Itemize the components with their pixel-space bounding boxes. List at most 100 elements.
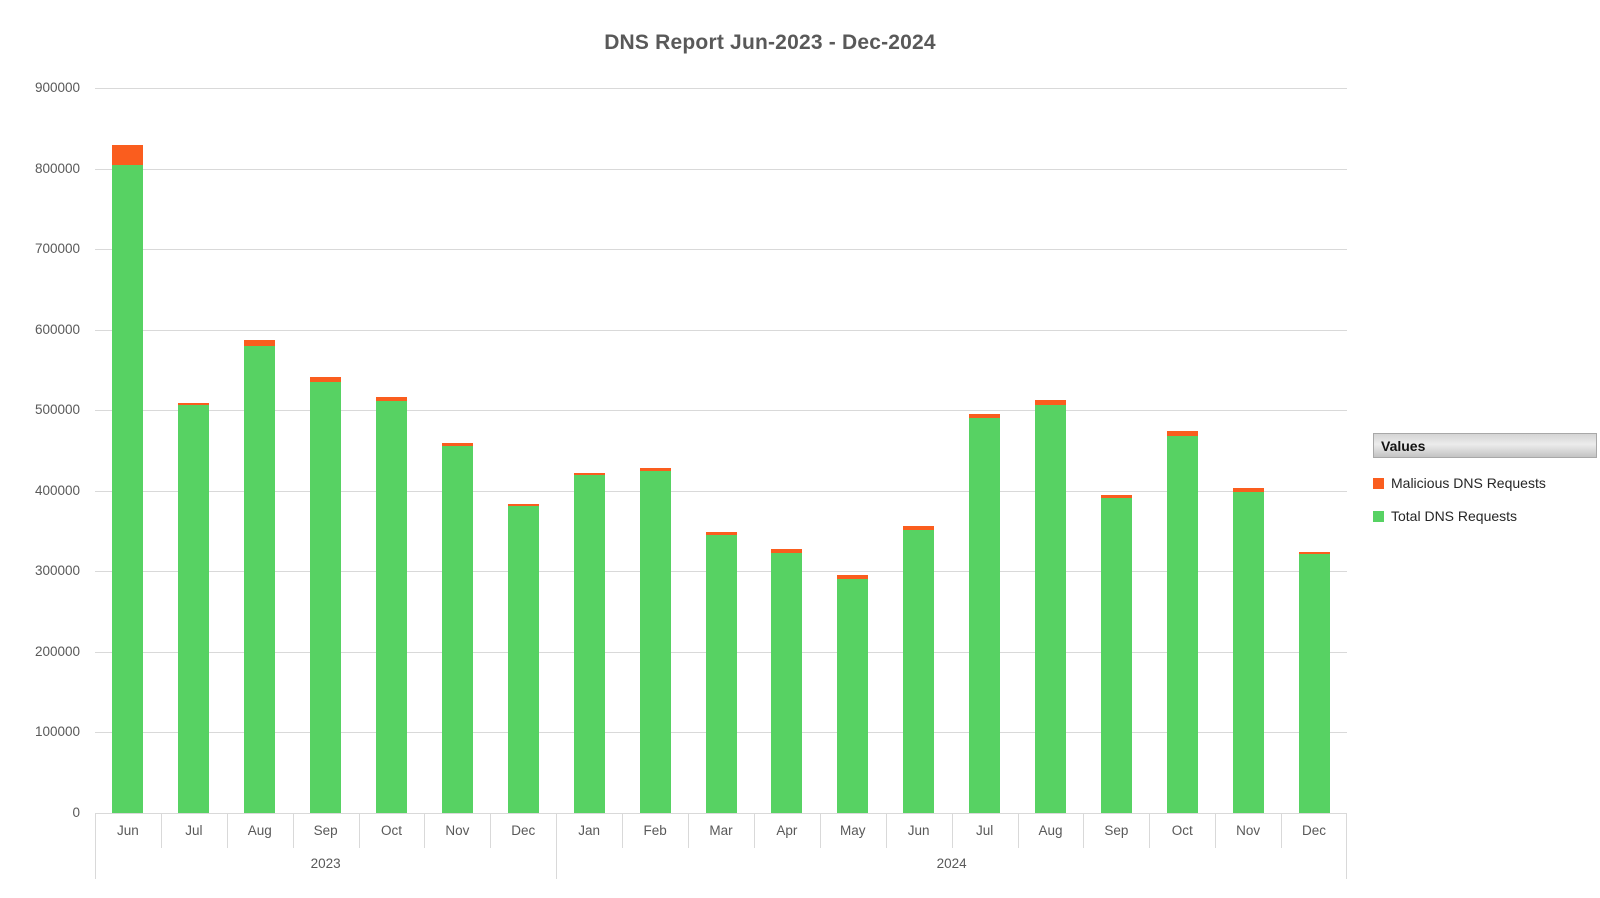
segment-total-dns-requests xyxy=(969,418,1001,813)
bar-aug-2 xyxy=(244,340,276,813)
x-axis-month-label: Jul xyxy=(975,823,994,838)
segment-total-dns-requests xyxy=(112,165,144,813)
legend-item-total: Total DNS Requests xyxy=(1373,508,1597,524)
x-axis-separator xyxy=(293,814,294,848)
x-axis-month-label: Apr xyxy=(776,823,798,838)
bar-jun-0 xyxy=(112,145,144,813)
x-axis-month-label: Dec xyxy=(511,823,536,838)
segment-malicious-dns-requests xyxy=(1034,400,1066,405)
x-axis-separator xyxy=(952,814,953,848)
x-axis: Jun Jul Aug Sep Oct Nov Dec Jan Feb Mar Apr May Jun J… xyxy=(95,814,1347,879)
x-axis-separator xyxy=(227,814,228,848)
segment-total-dns-requests xyxy=(1034,405,1066,813)
x-axis-month-label: Sep xyxy=(313,823,338,838)
x-axis-month-label: Jan xyxy=(578,823,601,838)
y-axis-tick-label: 200000 xyxy=(34,643,80,659)
gridline xyxy=(95,88,1347,89)
x-axis-separator xyxy=(1215,814,1216,848)
bar-jul-13 xyxy=(969,414,1001,813)
segment-malicious-dns-requests xyxy=(903,526,935,530)
x-axis-separator xyxy=(1346,814,1347,879)
x-axis-separator xyxy=(886,814,887,848)
x-axis-separator xyxy=(688,814,689,848)
values-field-button[interactable]: Values xyxy=(1373,433,1597,458)
x-axis-separator xyxy=(754,814,755,848)
gridline xyxy=(95,329,1347,331)
bar-jun-12 xyxy=(903,526,935,813)
segment-malicious-dns-requests xyxy=(639,468,671,471)
y-axis-tick-label: 400000 xyxy=(34,482,80,498)
segment-total-dns-requests xyxy=(573,475,605,813)
segment-malicious-dns-requests xyxy=(969,414,1001,418)
segment-total-dns-requests xyxy=(1100,498,1132,813)
segment-malicious-dns-requests xyxy=(376,397,408,401)
segment-total-dns-requests xyxy=(1298,554,1330,813)
x-axis-separator xyxy=(95,814,96,879)
segment-malicious-dns-requests xyxy=(1100,495,1132,498)
legend-item-label: Malicious DNS Requests xyxy=(1391,475,1546,491)
chart-title: DNS Report Jun-2023 - Dec-2024 xyxy=(604,31,936,54)
x-axis-separator xyxy=(622,814,623,848)
x-axis-year-label: 2023 xyxy=(310,856,341,871)
bar-jan-7 xyxy=(573,473,605,813)
segment-malicious-dns-requests xyxy=(507,504,539,506)
segment-total-dns-requests xyxy=(1232,492,1264,813)
malicious-series-swatch-icon xyxy=(1373,477,1384,489)
y-axis-tick-label: 600000 xyxy=(34,321,80,337)
x-axis-month-label: Feb xyxy=(643,823,667,838)
gridline xyxy=(95,168,1347,170)
x-axis-month-label: Nov xyxy=(1236,823,1261,838)
y-axis-tick-label: 500000 xyxy=(34,402,80,418)
segment-total-dns-requests xyxy=(310,382,342,813)
legend: Values Malicious DNS Requests Total DNS … xyxy=(1373,433,1597,524)
segment-total-dns-requests xyxy=(1166,436,1198,813)
x-axis-separator xyxy=(820,814,821,848)
x-axis-month-label: Oct xyxy=(381,823,403,838)
x-axis-separator xyxy=(1083,814,1084,848)
segment-malicious-dns-requests xyxy=(705,532,737,535)
x-axis-separator xyxy=(1149,814,1150,848)
x-axis-separator xyxy=(359,814,360,848)
segment-malicious-dns-requests xyxy=(771,549,803,553)
bar-dec-6 xyxy=(507,504,539,813)
segment-total-dns-requests xyxy=(639,471,671,813)
segment-malicious-dns-requests xyxy=(244,340,276,346)
bar-oct-16 xyxy=(1166,431,1198,813)
segment-malicious-dns-requests xyxy=(112,145,144,165)
segment-total-dns-requests xyxy=(771,553,803,813)
bar-jul-1 xyxy=(178,403,210,813)
x-axis-month-label: Oct xyxy=(1171,823,1193,838)
segment-malicious-dns-requests xyxy=(178,403,210,405)
x-axis-separator xyxy=(161,814,162,848)
segment-malicious-dns-requests xyxy=(1232,488,1264,492)
legend-item-label: Total DNS Requests xyxy=(1391,508,1518,524)
y-axis-tick-label: 0 xyxy=(72,805,80,820)
x-axis-separator xyxy=(424,814,425,848)
x-axis-year-label: 2024 xyxy=(936,856,967,871)
x-axis-separator xyxy=(1281,814,1282,848)
x-axis-separator xyxy=(556,814,557,879)
bar-dec-18 xyxy=(1298,552,1330,813)
x-axis-month-label: Jun xyxy=(117,823,139,838)
x-axis-month-label: Jul xyxy=(185,823,203,838)
x-axis-month-label: Sep xyxy=(1104,823,1129,838)
x-axis-separator xyxy=(490,814,491,848)
legend-item-malicious: Malicious DNS Requests xyxy=(1373,475,1597,491)
segment-total-dns-requests xyxy=(705,535,737,813)
y-axis-tick-label: 900000 xyxy=(34,80,80,95)
y-axis-tick-label: 100000 xyxy=(34,724,80,740)
x-axis-separator xyxy=(1018,814,1019,848)
segment-malicious-dns-requests xyxy=(573,473,605,475)
x-axis-month-label: Aug xyxy=(1038,823,1063,838)
x-axis-month-label: Dec xyxy=(1302,823,1327,838)
bar-feb-8 xyxy=(639,468,671,813)
y-axis-tick-label: 800000 xyxy=(34,160,80,176)
total-series-swatch-icon xyxy=(1373,510,1384,522)
segment-total-dns-requests xyxy=(903,530,935,813)
segment-malicious-dns-requests xyxy=(441,443,473,446)
bar-may-11 xyxy=(837,575,869,813)
bar-mar-9 xyxy=(705,532,737,813)
segment-malicious-dns-requests xyxy=(1298,552,1330,554)
gridline xyxy=(95,249,1347,251)
y-axis-tick-label: 700000 xyxy=(34,241,80,257)
